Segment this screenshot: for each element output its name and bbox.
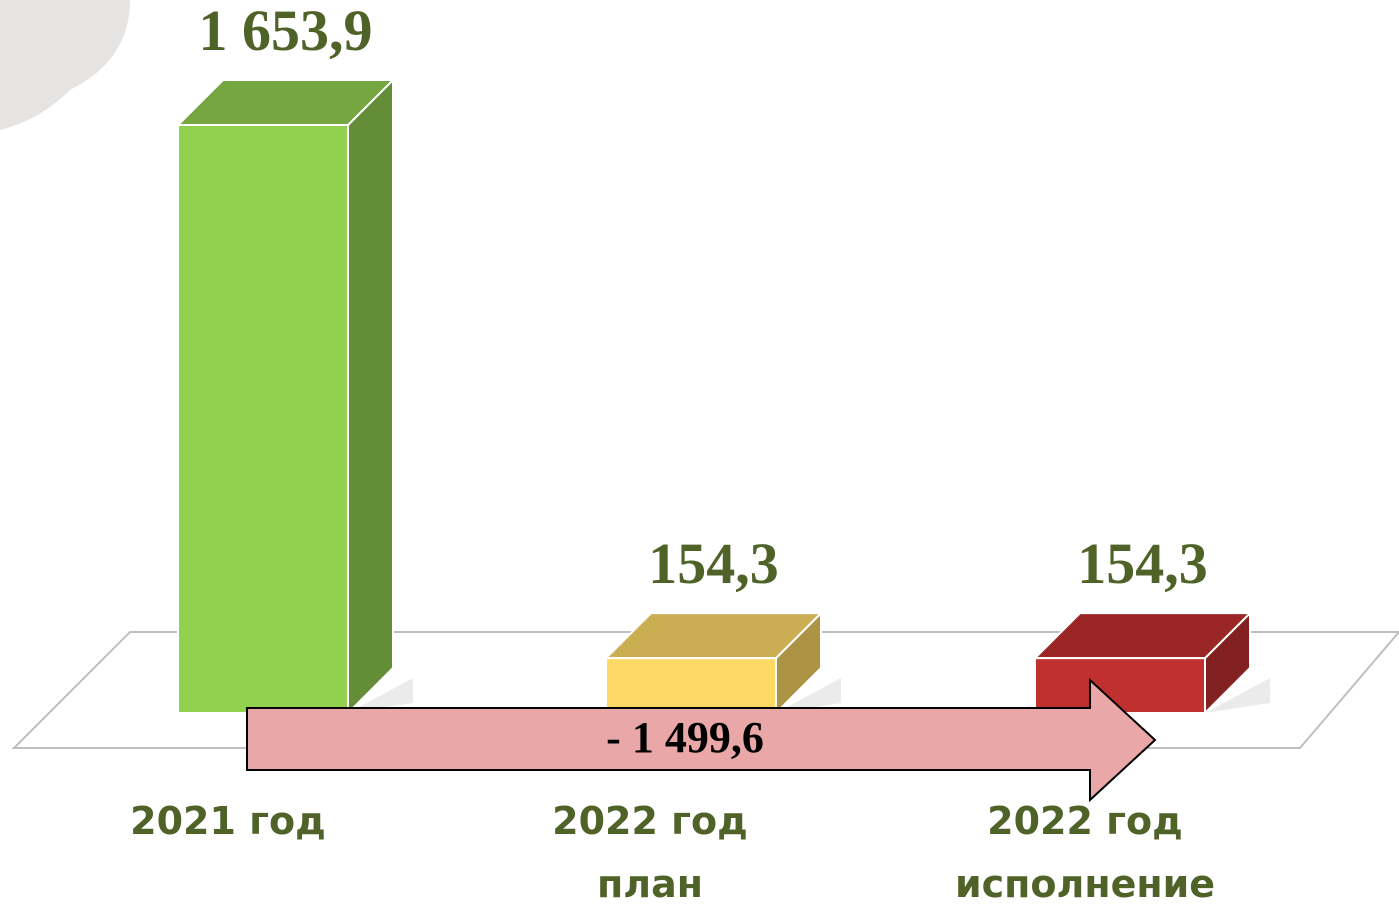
- bar-front: [1035, 658, 1205, 713]
- bar-front: [178, 125, 348, 713]
- difference-label: - 1 499,6: [606, 713, 764, 762]
- bar: [606, 613, 841, 713]
- bar: [178, 80, 413, 713]
- category-label: 2022 год план: [450, 790, 850, 904]
- value-label: 1 653,9: [199, 0, 373, 63]
- category-label: 2021 год: [28, 790, 428, 853]
- bar: [1035, 613, 1270, 713]
- category-label: 2022 год исполнение: [885, 790, 1285, 904]
- value-label: 154,3: [648, 531, 779, 596]
- value-label: 154,3: [1077, 531, 1208, 596]
- chart: 1 653,9 154,3 154,3 - 1 499,6 2021 год 2022…: [0, 0, 1399, 904]
- decor-image: [0, 0, 130, 130]
- bar-side: [348, 80, 393, 713]
- chart-svg: 1 653,9 154,3 154,3 - 1 499,6: [0, 0, 1399, 904]
- bar-front: [606, 658, 776, 713]
